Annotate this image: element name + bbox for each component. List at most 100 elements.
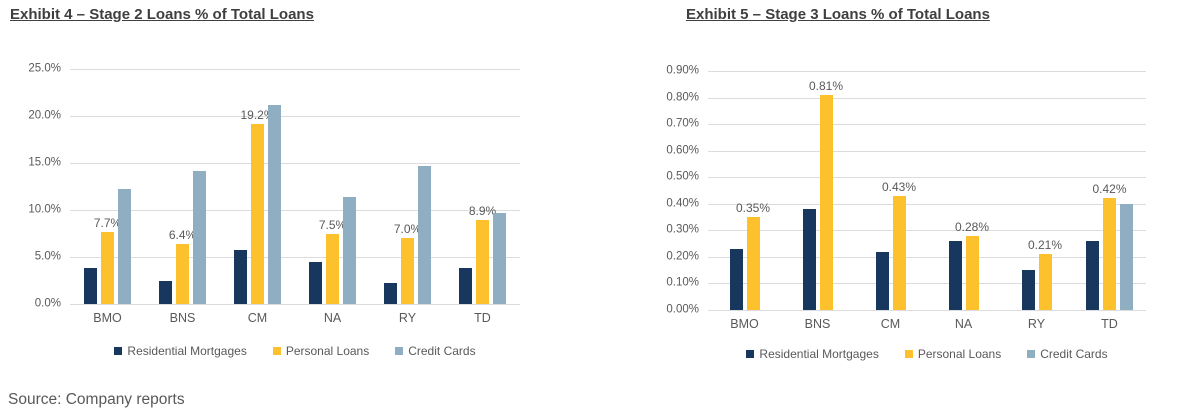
x-axis-category-label: BNS (804, 317, 831, 331)
gridline (708, 310, 1146, 311)
data-label: 0.43% (881, 179, 917, 194)
legend-label: Credit Cards (408, 344, 476, 358)
gridline (70, 163, 520, 164)
bar-gold-ry: 7.0% (394, 223, 421, 304)
bar-navy-cm (234, 250, 247, 304)
bar-group-ry: 0.21% (1000, 71, 1073, 310)
data-label: 19.2% (240, 107, 275, 122)
bar-gold-ry: 0.21% (1028, 239, 1062, 310)
legend-item-gold: Personal Loans (904, 347, 1002, 361)
y-axis-tick-label: 0.60% (666, 143, 699, 156)
legend-item-slate: Credit Cards (1027, 347, 1108, 361)
x-axis-category-label: TD (1101, 317, 1118, 331)
gridline (708, 150, 1146, 152)
data-label: 0.81% (808, 78, 844, 93)
data-label: 8.9% (468, 204, 497, 219)
chart-stage3-loans: Exhibit 5 – Stage 3 Loans % of Total Loa… (620, 6, 1178, 361)
bar-slate-ry (418, 165, 431, 304)
bar-navy-na (948, 240, 962, 310)
bar-slate-td (1120, 203, 1133, 310)
x-axis-category-label: CM (247, 311, 268, 325)
bar-navy-bns (159, 280, 172, 304)
plot-area-stage2: 0.0% 5.0% 10.0% 15.0% 20.0% 25.0% 7.7% BMO 6.4% B… (28, 63, 520, 324)
bar-slate-cm (268, 104, 281, 304)
y-axis-tick-label: 25.0% (28, 62, 61, 75)
legend-label: Personal Loans (917, 347, 1002, 361)
y-axis-tick-label: 0.00% (666, 303, 699, 316)
source-note: Source: Company reports (8, 391, 185, 408)
bar-gold-cm: 19.2% (240, 109, 275, 304)
bar-navy-td (459, 268, 472, 304)
bar-group-ry: 7.0% (370, 69, 445, 304)
chart-title-exhibit4: Exhibit 4 – Stage 2 Loans % of Total Loa… (10, 6, 314, 23)
legend-swatch-navy (746, 350, 755, 358)
legend-swatch-navy (114, 347, 123, 355)
bar-gold-na: 7.5% (319, 219, 346, 304)
bar-group-bns: 0.81% (781, 71, 854, 310)
x-axis-category-label: RY (398, 311, 417, 325)
bar-gold-cm: 0.43% (882, 181, 916, 310)
legend-item-gold: Personal Loans (272, 344, 369, 358)
bar-navy-td (1086, 240, 1099, 310)
bar-group-bmo: 0.35% (708, 71, 781, 310)
data-label: 7.5% (318, 217, 347, 232)
legend-stage2: Residential Mortgages Personal Loans Credi… (70, 344, 520, 358)
y-axis-tick-label: 0.50% (666, 170, 699, 183)
bar-navy-bmo (84, 268, 97, 304)
data-label: 0.28% (954, 219, 990, 234)
legend-label: Residential Mortgages (759, 347, 879, 361)
gridline (70, 210, 520, 211)
gridline (708, 177, 1146, 179)
data-label: 0.42% (1092, 182, 1127, 197)
y-axis-tick-label: 0.30% (666, 223, 699, 236)
bar-navy-bmo (729, 248, 743, 310)
legend-swatch-slate (1027, 350, 1036, 358)
chart-title-exhibit5: Exhibit 5 – Stage 3 Loans % of Total Loa… (686, 6, 990, 23)
gridline (708, 256, 1146, 258)
bar-gold-bns: 0.81% (809, 80, 843, 310)
bar-gold-bmo: 0.35% (736, 202, 770, 310)
bar-navy-bns (802, 209, 816, 310)
x-axis-category-label: NA (954, 317, 973, 331)
gridline (708, 71, 1146, 72)
x-axis-category-label: BMO (730, 317, 759, 331)
bar-navy-ry (1021, 270, 1035, 310)
data-label: 7.7% (93, 215, 122, 230)
y-axis-tick-label: 5.0% (34, 250, 61, 263)
legend-stage3: Residential Mortgages Personal Loans Credi… (708, 347, 1146, 361)
y-axis-tick-label: 10.0% (28, 203, 61, 216)
legend-item-slate: Credit Cards (395, 344, 476, 358)
y-axis-tick-label: 20.0% (28, 109, 61, 122)
gridline (708, 283, 1146, 285)
legend-item-navy: Residential Mortgages (746, 347, 879, 361)
bar-group-bns: 6.4% (145, 69, 220, 304)
bar-gold-td: 8.9% (469, 205, 496, 304)
legend-swatch-gold (272, 347, 281, 355)
y-axis-tick-label: 0.70% (666, 117, 699, 130)
x-axis-category-label: BNS (169, 311, 196, 325)
legend-swatch-slate (395, 347, 404, 355)
gridline (708, 203, 1146, 205)
bar-gold-bns: 6.4% (169, 229, 196, 304)
bar-slate-bmo (118, 189, 131, 304)
bar-gold-td: 0.42% (1092, 183, 1127, 310)
legend-item-navy: Residential Mortgages (114, 344, 247, 358)
bar-slate-td (493, 212, 506, 304)
gridline (708, 230, 1146, 232)
y-axis-tick-label: 0.0% (34, 297, 61, 310)
y-axis-tick-label: 15.0% (28, 156, 61, 169)
data-label: 7.0% (393, 222, 422, 237)
x-axis-category-label: NA (323, 311, 342, 325)
bar-navy-cm (875, 251, 889, 310)
bar-group-td: 8.9% (445, 69, 520, 304)
gridline (708, 97, 1146, 99)
gridline (70, 69, 520, 70)
chart-stage2-loans: Exhibit 4 – Stage 2 Loans % of Total Loa… (8, 6, 560, 358)
gridline (708, 124, 1146, 126)
bar-group-td: 0.42% (1073, 71, 1146, 310)
x-axis-category-label: RY (1027, 317, 1046, 331)
bar-navy-ry (384, 283, 397, 304)
bar-group-cm: 19.2% (220, 69, 295, 304)
bar-slate-na (343, 196, 356, 304)
plot-area-stage3: 0.00% 0.10% 0.20% 0.30% 0.40% 0.50% 0.60% 0.70%… (666, 65, 1146, 330)
